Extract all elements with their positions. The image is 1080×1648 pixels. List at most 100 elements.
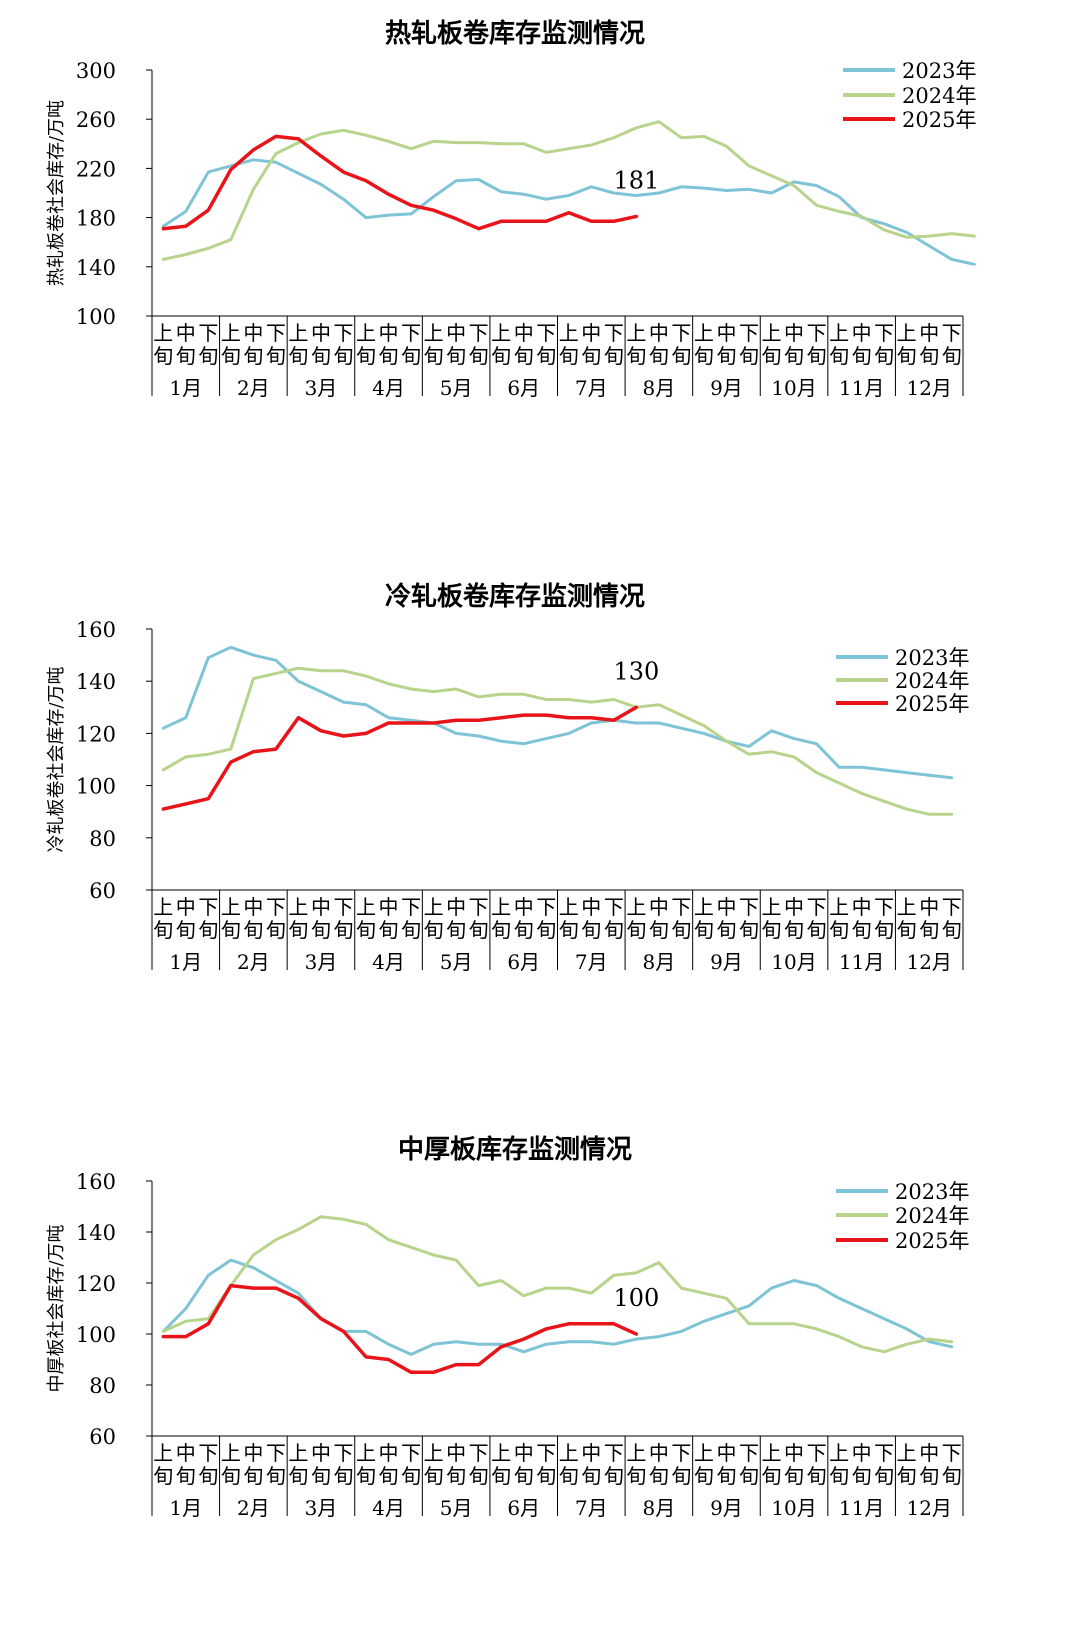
x-tick-label: 下 — [874, 321, 894, 345]
x-tick-label: 上 — [491, 321, 511, 345]
x-tick-label: 上 — [491, 1441, 511, 1465]
x-tick-label: 上 — [491, 895, 511, 919]
y-tick-label: 140 — [76, 256, 116, 280]
x-tick-label: 旬 — [626, 918, 646, 942]
x-tick-label: 旬 — [897, 344, 917, 368]
x-tick-label: 中 — [649, 321, 669, 345]
x-tick-label: 上 — [288, 895, 308, 919]
x-tick-label: 旬 — [739, 918, 759, 942]
x-tick-label: 中 — [716, 1441, 736, 1465]
legend-label: 2024年 — [895, 1204, 969, 1228]
x-tick-label: 旬 — [852, 1464, 872, 1488]
x-tick-label: 旬 — [333, 344, 353, 368]
x-tick-label: 中 — [243, 895, 263, 919]
month-label: 3月 — [305, 950, 338, 974]
month-label: 5月 — [440, 950, 473, 974]
x-tick-label: 旬 — [536, 918, 556, 942]
x-tick-label: 上 — [762, 1441, 782, 1465]
x-tick-label: 旬 — [446, 918, 466, 942]
month-label: 6月 — [507, 1496, 540, 1520]
x-tick-label: 下 — [469, 1441, 489, 1465]
x-tick-label: 下 — [807, 321, 827, 345]
x-tick-label: 旬 — [198, 918, 218, 942]
month-label: 1月 — [169, 376, 202, 400]
month-label: 1月 — [169, 1496, 202, 1520]
x-tick-label: 旬 — [333, 918, 353, 942]
x-tick-label: 下 — [942, 895, 962, 919]
x-tick-label: 中 — [379, 1441, 399, 1465]
x-tick-label: 旬 — [401, 1464, 421, 1488]
x-tick-label: 旬 — [243, 918, 263, 942]
x-tick-label: 旬 — [469, 918, 489, 942]
x-tick-label: 旬 — [176, 918, 196, 942]
month-label: 8月 — [643, 1496, 676, 1520]
x-tick-label: 旬 — [266, 918, 286, 942]
month-label: 4月 — [372, 1496, 405, 1520]
x-tick-label: 下 — [536, 1441, 556, 1465]
x-tick-label: 下 — [198, 895, 218, 919]
x-tick-label: 上 — [829, 1441, 849, 1465]
x-tick-label: 上 — [424, 321, 444, 345]
x-tick-label: 旬 — [288, 1464, 308, 1488]
x-tick-label: 旬 — [379, 918, 399, 942]
x-tick-label: 旬 — [356, 1464, 376, 1488]
x-tick-label: 旬 — [446, 344, 466, 368]
x-tick-label: 旬 — [581, 918, 601, 942]
series-line-2025 — [161, 1283, 639, 1375]
y-tick-label: 60 — [89, 1425, 116, 1449]
medium-plate-chart-panel: 中厚板库存监测情况 中厚板社会库存/万吨 60 80 100 120 140 160 上旬中旬下… — [0, 1135, 1080, 1618]
x-tick-label: 旬 — [514, 1464, 534, 1488]
x-tick-label: 旬 — [716, 918, 736, 942]
x-tick-label: 旬 — [762, 344, 782, 368]
month-label: 8月 — [643, 950, 676, 974]
x-tick-label: 中 — [919, 895, 939, 919]
x-tick-label: 旬 — [176, 344, 196, 368]
legend-label: 2023年 — [895, 1180, 969, 1204]
x-tick-label: 旬 — [221, 918, 241, 942]
month-label: 7月 — [575, 376, 608, 400]
x-tick-label: 旬 — [874, 344, 894, 368]
x-tick-label: 中 — [716, 895, 736, 919]
x-tick-label: 旬 — [919, 344, 939, 368]
x-tick-label: 中 — [379, 321, 399, 345]
series-line-2024 — [161, 666, 954, 816]
x-tick-label: 旬 — [333, 1464, 353, 1488]
month-label: 9月 — [710, 376, 743, 400]
x-tick-label: 下 — [874, 1441, 894, 1465]
x-tick-label: 旬 — [311, 918, 331, 942]
x-tick-label: 中 — [446, 321, 466, 345]
y-tick-label: 140 — [76, 1221, 116, 1245]
x-tick-label: 旬 — [919, 918, 939, 942]
x-tick-label: 下 — [401, 1441, 421, 1465]
series-line-2023 — [161, 158, 976, 266]
x-tick-label: 下 — [739, 1441, 759, 1465]
x-tick-label: 上 — [356, 1441, 376, 1465]
x-tick-label: 上 — [221, 895, 241, 919]
x-tick-label: 旬 — [153, 344, 173, 368]
x-tick-label: 上 — [897, 895, 917, 919]
x-tick-label: 旬 — [807, 344, 827, 368]
month-label: 10月 — [771, 950, 816, 974]
x-tick-label: 旬 — [559, 344, 579, 368]
x-tick-label: 旬 — [379, 1464, 399, 1488]
legend-label: 2025年 — [895, 1229, 969, 1253]
x-tick-label: 旬 — [559, 1464, 579, 1488]
month-label: 9月 — [710, 1496, 743, 1520]
x-tick-label: 旬 — [198, 1464, 218, 1488]
x-tick-label: 下 — [266, 1441, 286, 1465]
y-tick-label: 80 — [89, 1374, 116, 1398]
x-tick-label: 旬 — [671, 918, 691, 942]
x-tick-label: 下 — [604, 895, 624, 919]
x-tick-label: 上 — [288, 321, 308, 345]
x-tick-label: 上 — [897, 321, 917, 345]
x-tick-label: 旬 — [221, 344, 241, 368]
x-tick-label: 旬 — [221, 1464, 241, 1488]
x-tick-label: 中 — [176, 1441, 196, 1465]
x-tick-label: 旬 — [942, 344, 962, 368]
series-line-2025 — [161, 705, 639, 811]
latest-value-label: 130 — [613, 657, 659, 685]
x-tick-label: 上 — [221, 1441, 241, 1465]
x-tick-label: 旬 — [604, 918, 624, 942]
x-tick-label: 旬 — [356, 344, 376, 368]
x-tick-label: 下 — [266, 895, 286, 919]
